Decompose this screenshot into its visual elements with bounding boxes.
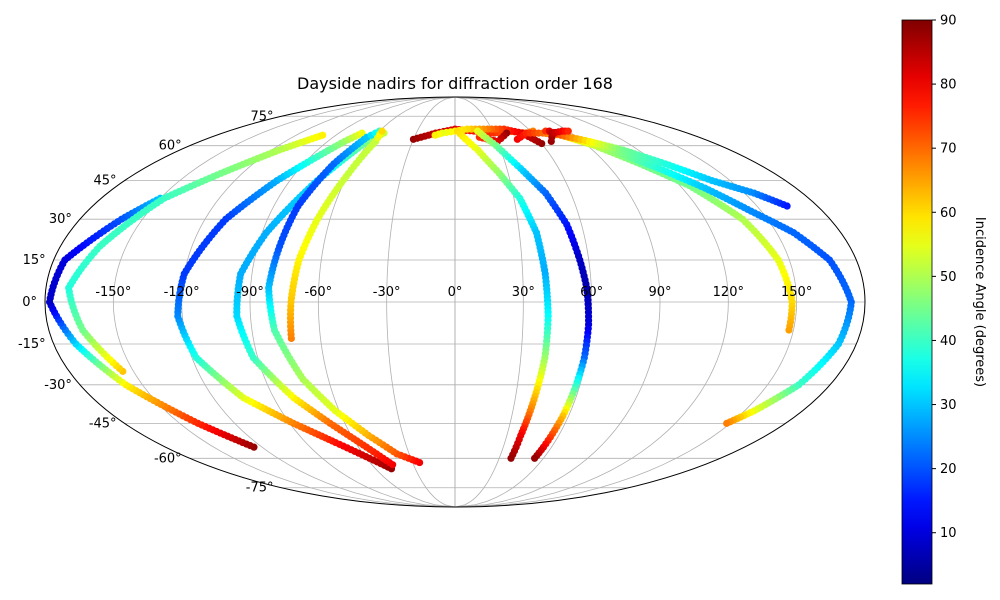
colorbar-tick-label: 50 bbox=[940, 270, 957, 285]
lon-tick-label: 60° bbox=[580, 285, 603, 300]
colorbar-tick-label: 20 bbox=[940, 462, 957, 477]
lon-tick-label: -150° bbox=[95, 285, 131, 300]
track-series bbox=[45, 194, 258, 451]
lat-tick-label: 45° bbox=[94, 174, 117, 189]
lon-tick-label: -90° bbox=[236, 285, 264, 300]
track-series bbox=[545, 127, 791, 210]
lat-tick-label: 75° bbox=[250, 109, 273, 124]
lon-tick-label: 120° bbox=[713, 285, 744, 300]
lat-tick-label: -45° bbox=[89, 416, 117, 431]
track-series bbox=[547, 127, 572, 146]
lon-tick-label: 30° bbox=[512, 285, 535, 300]
colorbar: 10 20 30 40 50 60 70 80 90 Incidence Angle (degr… bbox=[901, 14, 987, 585]
lat-tick-label: 0° bbox=[22, 295, 37, 310]
lon-tick-label: -60° bbox=[304, 285, 332, 300]
track-series bbox=[65, 131, 327, 375]
chart-title: Dayside nadirs for diffraction order 168 bbox=[297, 74, 613, 93]
lon-tick-label: 0° bbox=[448, 285, 463, 300]
lon-tick-label: -30° bbox=[373, 285, 401, 300]
colorbar-ticks: 10 20 30 40 50 60 70 80 90 bbox=[932, 14, 957, 541]
lat-tick-label: -30° bbox=[44, 378, 72, 393]
lon-tick-label: 90° bbox=[648, 285, 671, 300]
colorbar-tick-label: 70 bbox=[940, 142, 957, 157]
colorbar-tick-label: 90 bbox=[940, 14, 957, 29]
colorbar-tick-label: 10 bbox=[940, 526, 957, 541]
colorbar-tick-label: 30 bbox=[940, 398, 957, 413]
grid-layer bbox=[45, 97, 865, 507]
lon-tick-label: 150° bbox=[781, 285, 812, 300]
data-point bbox=[531, 454, 539, 462]
colorbar-tick-label: 40 bbox=[940, 334, 957, 349]
lat-tick-label: 60° bbox=[159, 139, 182, 154]
track-series bbox=[453, 127, 552, 462]
data-point bbox=[358, 129, 366, 137]
lat-labels: 75° 60° 45° 30° 15° 0° -15° -30° -45° -60° -75° bbox=[18, 109, 274, 495]
colorbar-label: Incidence Angle (degrees) bbox=[972, 217, 987, 387]
data-point bbox=[564, 127, 572, 135]
points-layer bbox=[45, 125, 855, 473]
lat-tick-label: -75° bbox=[246, 481, 274, 496]
data-point bbox=[319, 131, 327, 139]
map-boundary bbox=[44, 96, 866, 508]
data-point bbox=[431, 131, 439, 139]
track-series bbox=[174, 129, 396, 473]
data-point bbox=[785, 326, 793, 334]
data-point bbox=[507, 454, 515, 462]
data-point bbox=[783, 202, 791, 210]
lat-tick-label: -15° bbox=[18, 337, 46, 352]
track-series bbox=[474, 127, 593, 462]
colorbar-gradient bbox=[901, 19, 933, 585]
lat-tick-label: 30° bbox=[49, 212, 72, 227]
lat-tick-label: -60° bbox=[154, 451, 182, 466]
track-series bbox=[233, 129, 397, 469]
lat-tick-label: 15° bbox=[23, 253, 46, 268]
lon-tick-label: -120° bbox=[164, 285, 200, 300]
data-point bbox=[723, 419, 731, 427]
data-point bbox=[378, 127, 386, 135]
track-series bbox=[286, 127, 386, 343]
lon-labels: -150° -120° -90° -60° -30° 0° 30° 60° 90° 120° 150… bbox=[95, 285, 812, 300]
colorbar-tick-label: 80 bbox=[940, 78, 957, 93]
track-series bbox=[431, 125, 546, 148]
colorbar-tick-label: 60 bbox=[940, 206, 957, 221]
